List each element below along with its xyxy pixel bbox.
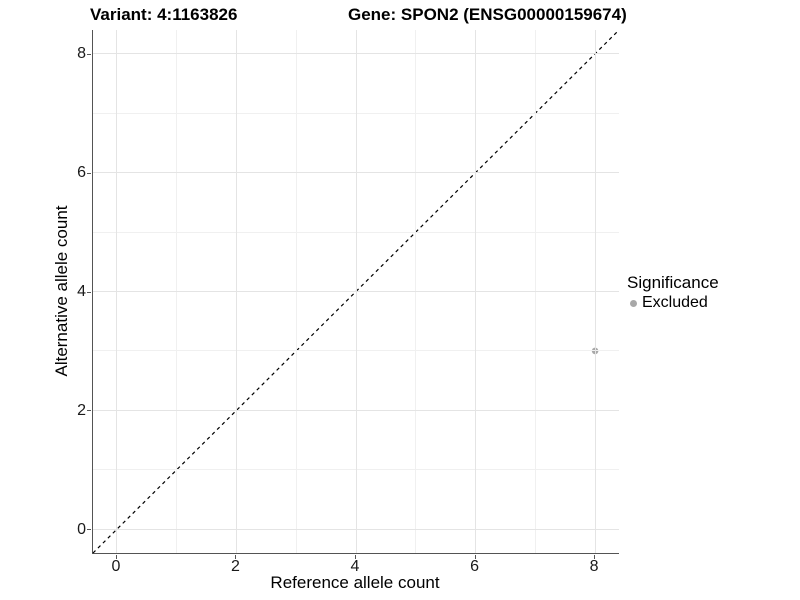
y-major-gridline [93,528,619,530]
y-major-gridline [93,291,619,292]
y-tick-mark [86,529,91,531]
y-tick-label: 0 [77,520,86,538]
y-major-gridline [93,172,619,174]
x-tick-label: 6 [470,558,479,575]
x-axis-title: Reference allele count [270,573,440,592]
x-tick-label: 4 [350,558,360,575]
x-tick-mark [235,554,237,559]
x-tick-label: 8 [589,558,599,575]
y-major-gridline [93,409,619,411]
y-tick-label: 4 [77,283,86,300]
y-tick-mark [86,53,91,55]
y-tick-label: 2 [77,401,86,419]
y-major-gridline [93,53,619,55]
y-tick-label: 6 [77,164,86,182]
y-tick-mark [86,291,91,293]
legend: Significance Excluded [627,273,719,312]
gene-title: Gene: SPON2 (ENSG00000159674) [348,5,627,24]
legend-entry-excluded: Excluded [627,294,719,312]
identity-reference-line [92,29,620,554]
legend-title: Significance [627,273,719,292]
y-tick-label: 8 [77,45,86,63]
y-tick-mark [86,410,91,412]
x-tick-mark [115,554,117,559]
x-tick-mark [474,554,476,559]
legend-entry-label: Excluded [642,294,708,311]
x-tick-mark [594,554,596,559]
x-tick-mark [355,554,356,559]
variant-title: Variant: 4:1163826 [90,5,238,24]
y-tick-mark [86,172,91,174]
x-tick-label: 0 [111,558,121,575]
x-tick-label: 2 [231,558,240,575]
plot-panel [92,29,620,554]
excluded-point-icon [630,299,637,307]
